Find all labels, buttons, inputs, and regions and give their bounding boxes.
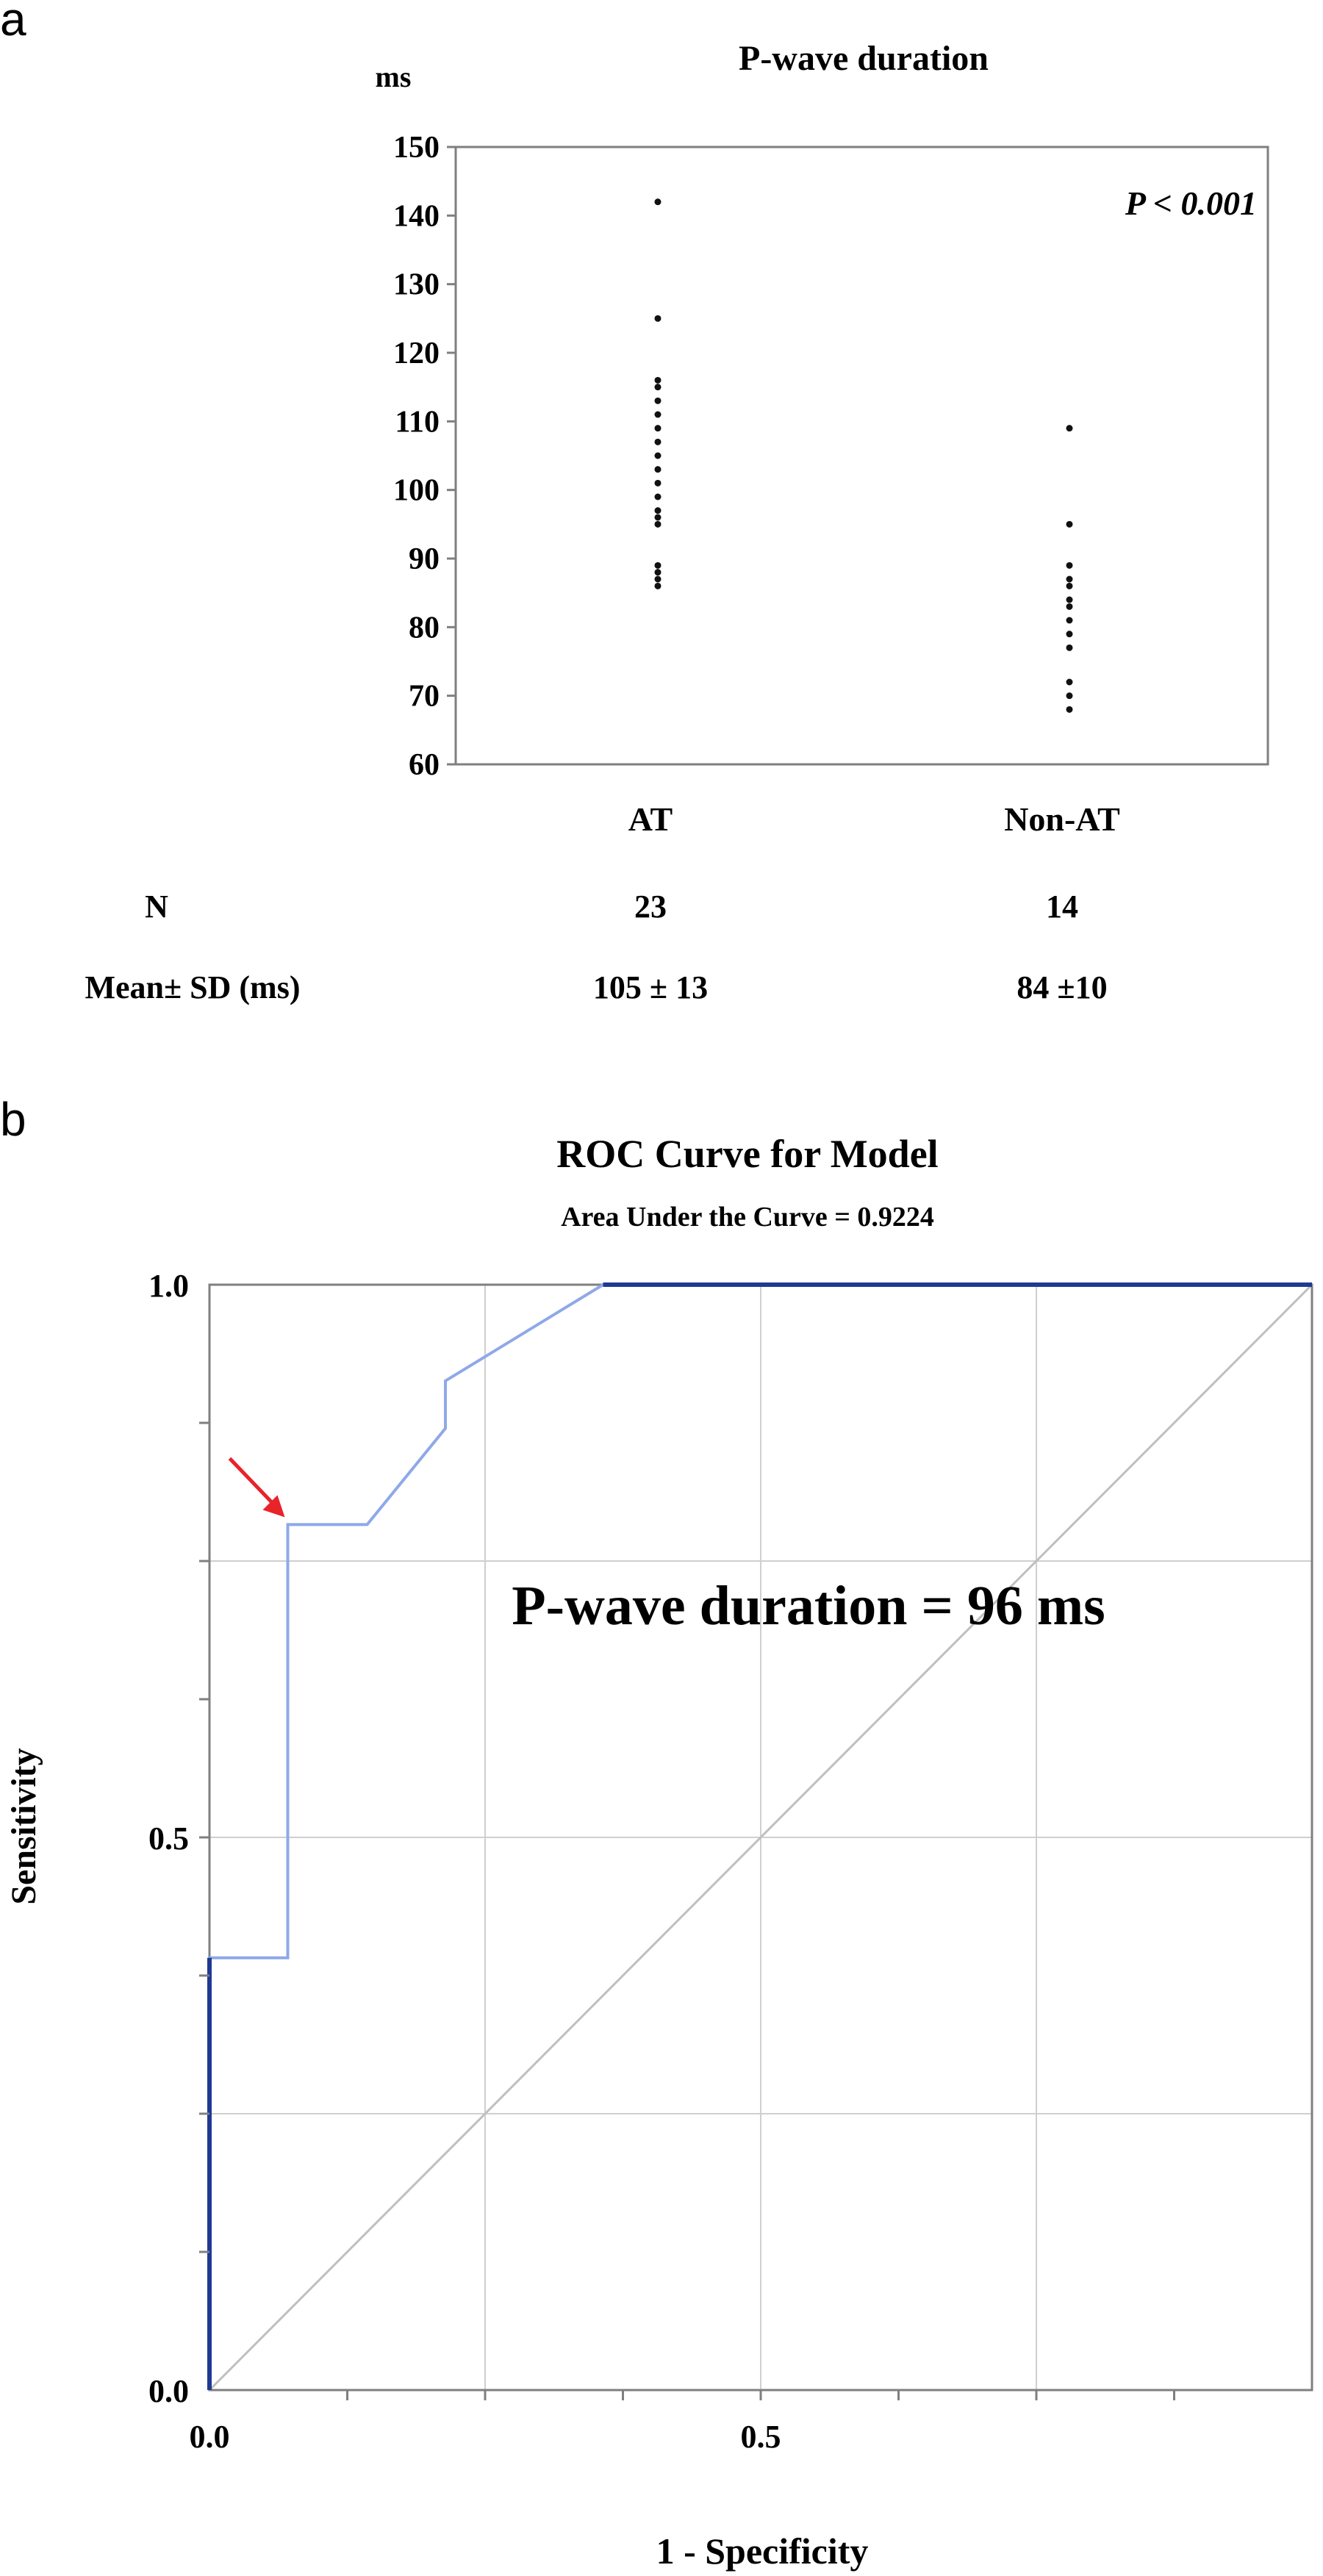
table-row-n-at: 23	[634, 889, 667, 925]
panel-b-label: b	[0, 1093, 26, 1146]
table-row-mean-non-at: 84 ±10	[1017, 969, 1107, 1005]
panel-a-unit: ms	[376, 60, 412, 93]
roc-y-axis-label: Sensitivity	[4, 1748, 43, 1904]
roc-x-tick-label: 0.5	[741, 2419, 781, 2455]
threshold-arrow	[228, 1457, 285, 1518]
data-point	[654, 507, 662, 514]
data-point	[654, 582, 662, 589]
roc-threshold-annotation: P-wave duration = 96 ms	[512, 1575, 1105, 1637]
roc-curve-line	[208, 1283, 1312, 2390]
panel-b-title: ROC Curve for Model	[556, 1132, 938, 1176]
data-point	[654, 315, 662, 322]
data-point	[654, 425, 662, 432]
data-point	[654, 397, 662, 404]
data-point	[654, 514, 662, 521]
table-row-n-non-at: 14	[1046, 889, 1078, 925]
table-row-mean-label: Mean± SD (ms)	[85, 969, 300, 1005]
data-point	[654, 438, 662, 445]
data-point	[1066, 678, 1073, 686]
y-tick-label: 110	[395, 405, 440, 439]
table-row-n-label: N	[145, 889, 168, 925]
data-point	[1066, 575, 1073, 583]
roc-y-tick-label: 0.0	[148, 2373, 189, 2409]
roc-y-tick-label: 1.0	[148, 1268, 189, 1304]
data-point	[1066, 520, 1073, 528]
data-point	[1066, 582, 1073, 589]
roc-x-tick-label: 0.0	[190, 2419, 230, 2455]
data-point	[654, 493, 662, 501]
data-point	[1066, 706, 1073, 713]
y-tick-label: 70	[409, 680, 440, 714]
panel-b-subtitle: Area Under the Curve = 0.9224	[561, 1202, 934, 1233]
y-tick-label: 130	[393, 268, 440, 302]
data-point	[654, 569, 662, 576]
data-point	[1066, 692, 1073, 700]
data-point	[654, 376, 662, 384]
y-tick-label: 80	[409, 611, 440, 645]
data-point	[1066, 425, 1073, 432]
roc-x-axis-label: 1 - Specificity	[656, 2530, 869, 2572]
data-point	[654, 479, 662, 487]
y-tick-label: 150	[393, 131, 440, 165]
category-label: Non-AT	[1004, 800, 1120, 838]
panel-a-label: a	[0, 0, 26, 46]
data-point	[1066, 596, 1073, 603]
panel-a-plot-frame	[454, 146, 1269, 766]
data-point	[654, 520, 662, 528]
data-point	[1066, 617, 1073, 624]
reference-diagonal-line	[208, 1283, 1313, 2392]
data-point	[654, 198, 662, 206]
data-point	[654, 452, 662, 459]
data-point	[1066, 603, 1073, 610]
data-point	[1066, 631, 1073, 638]
data-point	[654, 562, 662, 569]
data-point	[654, 411, 662, 418]
y-tick-label: 90	[409, 542, 440, 576]
y-tick-label: 120	[393, 337, 440, 370]
y-tick-label: 100	[393, 474, 440, 508]
data-point	[1066, 562, 1073, 569]
p-value-annotation: P < 0.001	[1125, 184, 1257, 222]
category-label: AT	[628, 800, 673, 838]
table-row-mean-at: 105 ± 13	[593, 969, 708, 1005]
y-tick-label: 140	[393, 199, 440, 233]
data-point	[654, 575, 662, 583]
data-point	[1066, 644, 1073, 651]
data-point	[654, 384, 662, 391]
data-point	[654, 466, 662, 473]
roc-y-tick-label: 0.5	[148, 1820, 189, 1856]
y-tick-label: 60	[409, 748, 440, 782]
panel-a-title: P-wave duration	[739, 39, 989, 78]
